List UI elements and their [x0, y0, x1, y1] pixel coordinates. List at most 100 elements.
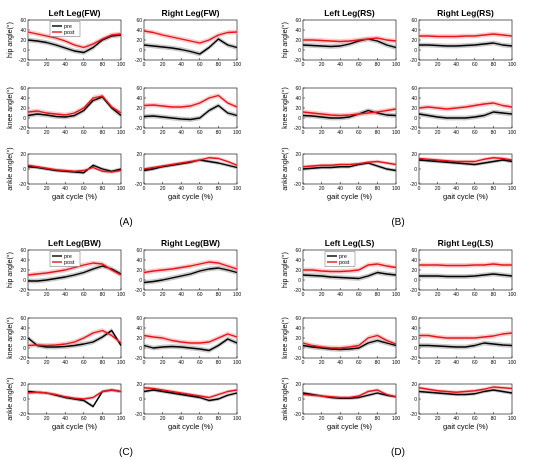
x-tick-label: 20	[160, 130, 166, 136]
x-tick-label: 100	[508, 186, 517, 192]
pre-series-line	[27, 329, 122, 348]
y-axis-label: ankle angle(°)	[281, 377, 289, 420]
x-tick-label: 80	[216, 186, 222, 192]
y-tick-label: 20	[295, 106, 301, 112]
x-tick-label: 40	[62, 130, 68, 136]
y-tick-label: 20	[136, 382, 142, 388]
x-tick-label: 80	[216, 62, 222, 68]
x-tick-label: 100	[233, 360, 242, 366]
x-tick-label: 60	[356, 130, 362, 136]
post-sd-band	[419, 261, 512, 268]
x-tick-label: 40	[178, 186, 184, 192]
x-tick-label: 0	[27, 292, 30, 298]
x-tick-label: 80	[375, 186, 381, 192]
pre-series-line	[419, 273, 513, 278]
y-tick-label: -20	[135, 182, 142, 188]
y-tick-label: -20	[294, 412, 301, 418]
x-tick-label: 100	[117, 186, 126, 192]
y-tick-label: -20	[294, 182, 301, 188]
legend-pre-label: pre	[339, 254, 347, 260]
y-tick-label: 20	[20, 336, 26, 342]
x-tick-label: 80	[491, 186, 497, 192]
y-tick-label: 20	[20, 268, 26, 274]
y-tick-label: 40	[411, 28, 417, 34]
y-tick-label: 40	[136, 96, 142, 102]
legend-box	[49, 251, 81, 267]
post-sd-band	[303, 35, 396, 44]
subplot-title: Right Leg(FW)	[161, 8, 219, 18]
x-tick-label: 60	[356, 186, 362, 192]
pre-series-line	[143, 38, 238, 55]
x-tick-label: 20	[435, 360, 441, 366]
x-tick-label: 60	[197, 416, 203, 422]
x-tick-label: 0	[418, 130, 421, 136]
post-series-line	[302, 389, 397, 399]
subplot-title: Left Leg(RS)	[324, 8, 375, 18]
pre-series-line	[419, 342, 513, 348]
x-tick-label: 100	[117, 360, 126, 366]
y-tick-label: 40	[295, 96, 301, 102]
axes-frame	[27, 317, 122, 359]
post-series-line	[302, 108, 397, 117]
x-tick-label: 100	[392, 292, 401, 298]
post-sd-band	[144, 331, 237, 346]
x-tick-label: 100	[233, 130, 242, 136]
x-axis-label: gait cycle (%)	[52, 422, 98, 431]
x-tick-label: 80	[100, 62, 106, 68]
x-tick-label: 0	[302, 416, 305, 422]
x-tick-label: 0	[302, 360, 305, 366]
y-tick-label: -20	[19, 58, 26, 64]
x-tick-label: 60	[472, 360, 478, 366]
x-tick-label: 80	[491, 62, 497, 68]
y-tick-label: 40	[136, 28, 142, 34]
y-tick-label: 20	[411, 106, 417, 112]
x-tick-label: 20	[160, 186, 166, 192]
legend-pre-label: pre	[64, 24, 72, 30]
y-tick-label: 40	[20, 28, 26, 34]
y-tick-label: 40	[411, 258, 417, 264]
y-tick-label: -20	[19, 356, 26, 362]
y-tick-label: 0	[298, 48, 301, 54]
subplot-title: Left Leg(BW)	[48, 238, 101, 248]
x-tick-label: 20	[319, 416, 325, 422]
post-series-line	[303, 263, 397, 273]
x-tick-label: 100	[233, 62, 242, 68]
post-sd-band	[28, 93, 121, 118]
x-axis-label: gait cycle (%)	[443, 192, 489, 201]
x-tick-label: 60	[197, 292, 203, 298]
x-tick-label: 100	[508, 130, 517, 136]
pre-series-line	[418, 111, 513, 119]
x-tick-label: 100	[117, 62, 126, 68]
y-tick-label: 20	[136, 336, 142, 342]
y-tick-label: -20	[135, 288, 142, 294]
legend-box	[49, 21, 81, 37]
x-tick-label: 40	[337, 360, 343, 366]
y-tick-label: 0	[139, 48, 142, 54]
x-tick-label: 40	[337, 62, 343, 68]
x-tick-label: 60	[356, 62, 362, 68]
post-sd-band	[28, 328, 121, 348]
pre-series-line	[28, 265, 122, 282]
y-tick-label: -20	[19, 288, 26, 294]
y-axis-label: ankle angle(°)	[281, 147, 289, 190]
y-tick-label: 0	[414, 278, 417, 284]
x-tick-label: 60	[81, 130, 87, 136]
x-tick-label: 20	[160, 416, 166, 422]
x-tick-label: 100	[508, 416, 517, 422]
x-tick-label: 0	[418, 62, 421, 68]
x-tick-label: 80	[216, 130, 222, 136]
x-tick-label: 40	[453, 292, 459, 298]
y-tick-label: 0	[23, 167, 26, 173]
x-tick-label: 20	[319, 186, 325, 192]
x-tick-label: 0	[27, 416, 30, 422]
post-series-line	[418, 157, 513, 163]
x-tick-label: 0	[302, 186, 305, 192]
